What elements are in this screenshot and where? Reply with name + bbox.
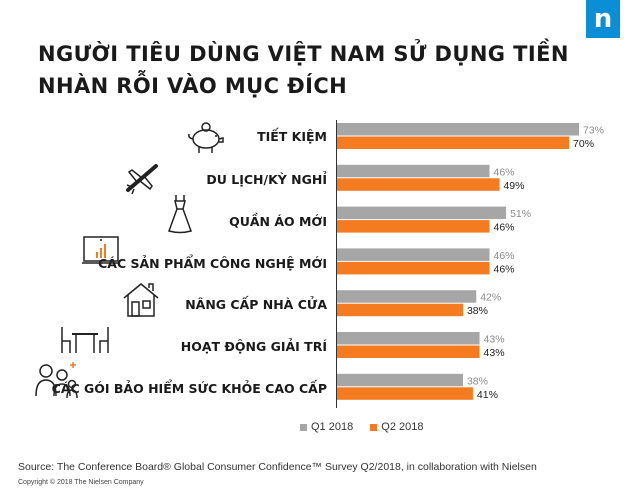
- data-label-q1-5: 43%: [484, 334, 505, 346]
- bar-q2-2: [337, 220, 490, 233]
- data-label-q1-0: 73%: [583, 125, 604, 137]
- bar-q2-3: [337, 261, 490, 275]
- piggy-bank-icon: [188, 122, 224, 153]
- data-label-q2-1: 49%: [503, 180, 524, 192]
- bar-q2-0: [337, 136, 570, 149]
- data-label-q2-6: 41%: [477, 389, 498, 401]
- bar-q1-6: [337, 373, 463, 387]
- legend: Q1 2018 Q2 2018: [300, 421, 437, 433]
- dress-icon: [168, 195, 192, 234]
- category-label-3: CÁC SẢN PHẨM CÔNG NGHỆ MỚI: [98, 256, 327, 271]
- monitor-chart-icon: [82, 236, 120, 264]
- bar-q1-0: [337, 123, 579, 136]
- house-icon: [123, 283, 159, 317]
- table-chairs-icon: [61, 327, 109, 353]
- legend-label-q1: Q1 2018: [311, 421, 354, 434]
- data-label-q1-3: 46%: [493, 250, 514, 262]
- category-label-4: NÂNG CẤP NHÀ CỬA: [185, 297, 327, 312]
- legend-item-q1: Q1 2018: [300, 421, 353, 433]
- bar-q2-1: [337, 178, 500, 191]
- bar-q1-3: [337, 248, 490, 261]
- legend-item-q2: Q2 2018: [370, 421, 423, 433]
- data-label-q1-1: 46%: [493, 166, 514, 178]
- bar-q2-4: [337, 303, 463, 317]
- page-title: NGƯỜI TIÊU DÙNG VIỆT NAM SỬ DỤNG TIỀN NH…: [38, 38, 578, 102]
- data-label-q2-5: 43%: [484, 347, 505, 359]
- legend-label-q2: Q2 2018: [381, 421, 424, 434]
- legend-swatch-q1: [300, 423, 307, 431]
- data-label-q1-4: 42%: [480, 292, 501, 304]
- title-line-1: NGƯỜI TIÊU DÙNG VIỆT NAM SỬ DỤNG TIỀN: [38, 42, 569, 66]
- data-label-q2-3: 46%: [493, 263, 514, 275]
- source-note: Source: The Conference Board® Global Con…: [18, 461, 537, 473]
- bar-q1-4: [337, 290, 477, 303]
- category-label-1: DU LỊCH/KỲ NGHỈ: [206, 172, 327, 187]
- category-axis-line: [336, 120, 337, 408]
- bar-q1-2: [337, 206, 507, 220]
- family-plus-icon: [35, 362, 78, 399]
- category-label-6: CÁC GÓI BẢO HIỂM SỨC KHỎE CAO CẤP: [51, 381, 327, 396]
- bar-q1-5: [337, 332, 480, 345]
- airplane-icon: [126, 164, 158, 195]
- data-label-q1-6: 38%: [467, 375, 488, 387]
- data-label-q2-0: 70%: [573, 138, 594, 150]
- category-label-0: TIẾT KIỆM: [257, 129, 327, 144]
- nielsen-logo: n: [586, 0, 620, 38]
- bar-q2-5: [337, 345, 480, 358]
- data-label-q2-4: 38%: [467, 305, 488, 317]
- data-label-q2-2: 46%: [493, 222, 514, 234]
- copyright-note: Copyright © 2018 The Nielsen Company: [18, 479, 144, 486]
- title-line-2: NHÀN RỖI VÀO MỤC ĐÍCH: [38, 74, 348, 98]
- bar-q1-1: [337, 164, 490, 178]
- data-label-q1-2: 51%: [510, 208, 531, 220]
- category-label-5: HOẠT ĐỘNG GIẢI TRÍ: [180, 339, 327, 354]
- category-label-2: QUẦN ÁO MỚI: [229, 214, 327, 229]
- bar-q2-6: [337, 387, 473, 400]
- legend-swatch-q2: [370, 423, 378, 431]
